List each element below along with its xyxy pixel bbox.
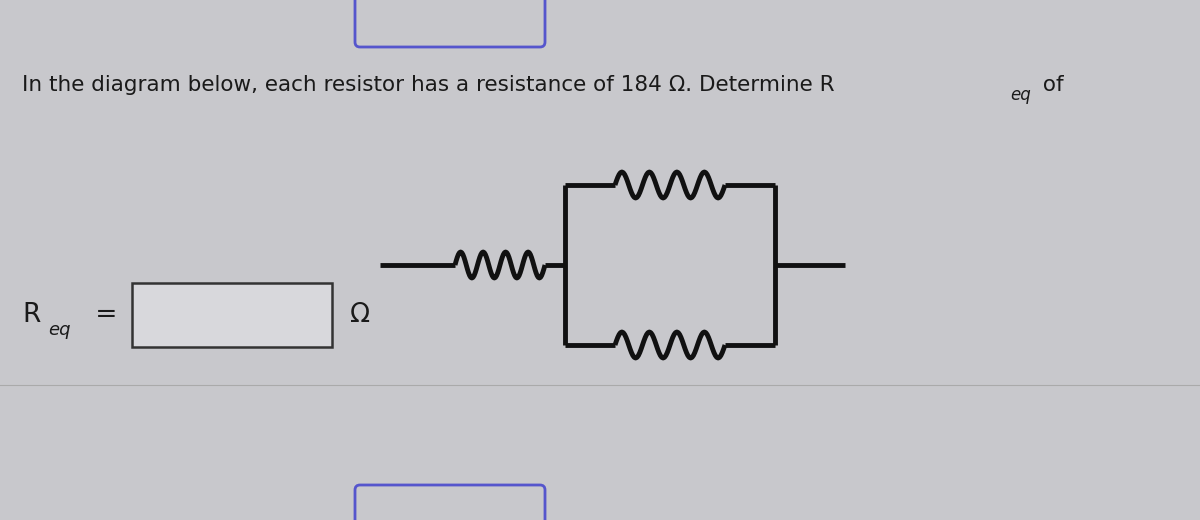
Text: =: = — [88, 302, 118, 328]
Text: eq: eq — [48, 321, 71, 339]
Bar — [132, 283, 332, 347]
Text: R: R — [22, 302, 41, 328]
FancyBboxPatch shape — [355, 485, 545, 520]
Text: eq: eq — [1010, 86, 1031, 104]
Text: of: of — [1036, 75, 1063, 95]
FancyBboxPatch shape — [355, 0, 545, 47]
Text: Ω: Ω — [350, 302, 370, 328]
Text: In the diagram below, each resistor has a resistance of 184 Ω. Determine R: In the diagram below, each resistor has … — [22, 75, 834, 95]
